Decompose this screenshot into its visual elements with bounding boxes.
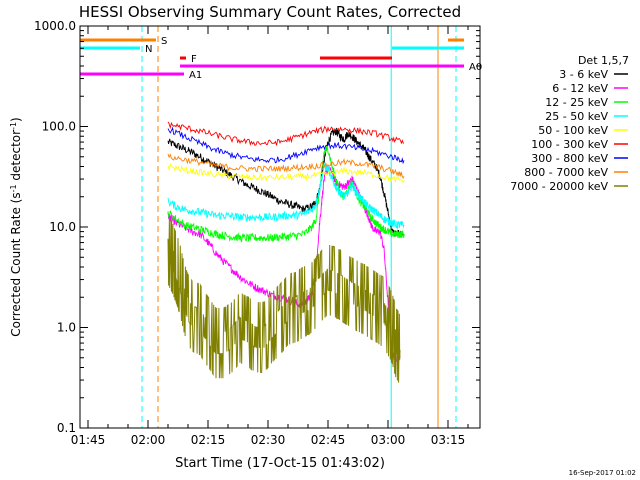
y-tick-label-3: 100.0 bbox=[42, 120, 76, 134]
y-axis-label-sup1: -1 bbox=[9, 184, 18, 192]
y-tick-label-0: 0.1 bbox=[57, 421, 76, 435]
series-line-7 bbox=[167, 153, 405, 179]
state-label-6: A0 bbox=[469, 62, 482, 73]
state-label-2: N bbox=[145, 44, 152, 55]
legend-label-4: 50 - 100 keV bbox=[538, 124, 608, 137]
x-axis: 01:45 02:00 02:15 02:30 02:45 03:00 03:15 bbox=[71, 26, 469, 447]
y-axis-label-mid: detector bbox=[9, 130, 23, 185]
y-axis-label-end: ) bbox=[9, 117, 23, 122]
y-axis: 0.1 1.0 10.0 100.0 1000.0 bbox=[34, 19, 480, 435]
x-tick-label-0: 01:45 bbox=[71, 433, 106, 447]
date-stamp: 16-Sep-2017 01:02 bbox=[569, 469, 636, 477]
legend-label-8: 7000 - 20000 keV bbox=[510, 180, 608, 193]
legend-label-1: 6 - 12 keV bbox=[552, 82, 608, 95]
series-line-6 bbox=[167, 126, 405, 165]
legend-label-6: 300 - 800 keV bbox=[531, 152, 608, 165]
series-line-3 bbox=[167, 162, 405, 230]
legend-label-5: 100 - 300 keV bbox=[531, 138, 608, 151]
series-line-0 bbox=[167, 127, 405, 238]
y-axis-label: Corrected Count Rate (s-1 detector-1) bbox=[9, 117, 24, 336]
x-tick-label-4: 02:45 bbox=[311, 433, 346, 447]
state-label-7: A1 bbox=[189, 70, 202, 81]
state-label-4: F bbox=[191, 54, 197, 65]
plot-frame bbox=[79, 25, 481, 429]
y-axis-label-sup2: -1 bbox=[9, 122, 18, 130]
chart-title: HESSI Observing Summary Count Rates, Cor… bbox=[79, 3, 461, 21]
x-tick-label-1: 02:00 bbox=[131, 433, 166, 447]
series-line-8 bbox=[167, 216, 401, 383]
series-line-5 bbox=[167, 121, 405, 147]
plot-area: SN F A0 A1 bbox=[79, 26, 482, 428]
y-tick-label-4: 1000.0 bbox=[34, 19, 76, 33]
legend-label-3: 25 - 50 keV bbox=[545, 110, 608, 123]
legend-title: Det 1,5,7 bbox=[578, 54, 629, 67]
y-axis-label-main: Corrected Count Rate (s bbox=[9, 192, 23, 336]
legend-label-7: 800 - 7000 keV bbox=[524, 166, 608, 179]
x-tick-label-5: 03:00 bbox=[371, 433, 406, 447]
legend-label-2: 12 - 25 keV bbox=[545, 96, 608, 109]
y-tick-label-2: 10.0 bbox=[49, 220, 76, 234]
x-tick-label-3: 02:30 bbox=[251, 433, 286, 447]
series-line-4 bbox=[167, 163, 405, 184]
x-tick-label-6: 03:15 bbox=[431, 433, 466, 447]
state-label-0: S bbox=[161, 36, 167, 47]
legend-label-0: 3 - 6 keV bbox=[559, 68, 608, 81]
y-tick-label-1: 1.0 bbox=[57, 321, 76, 335]
series-line-2 bbox=[167, 145, 405, 243]
x-tick-label-2: 02:15 bbox=[191, 433, 226, 447]
x-axis-label: Start Time (17-Oct-15 01:43:02) bbox=[175, 456, 385, 471]
